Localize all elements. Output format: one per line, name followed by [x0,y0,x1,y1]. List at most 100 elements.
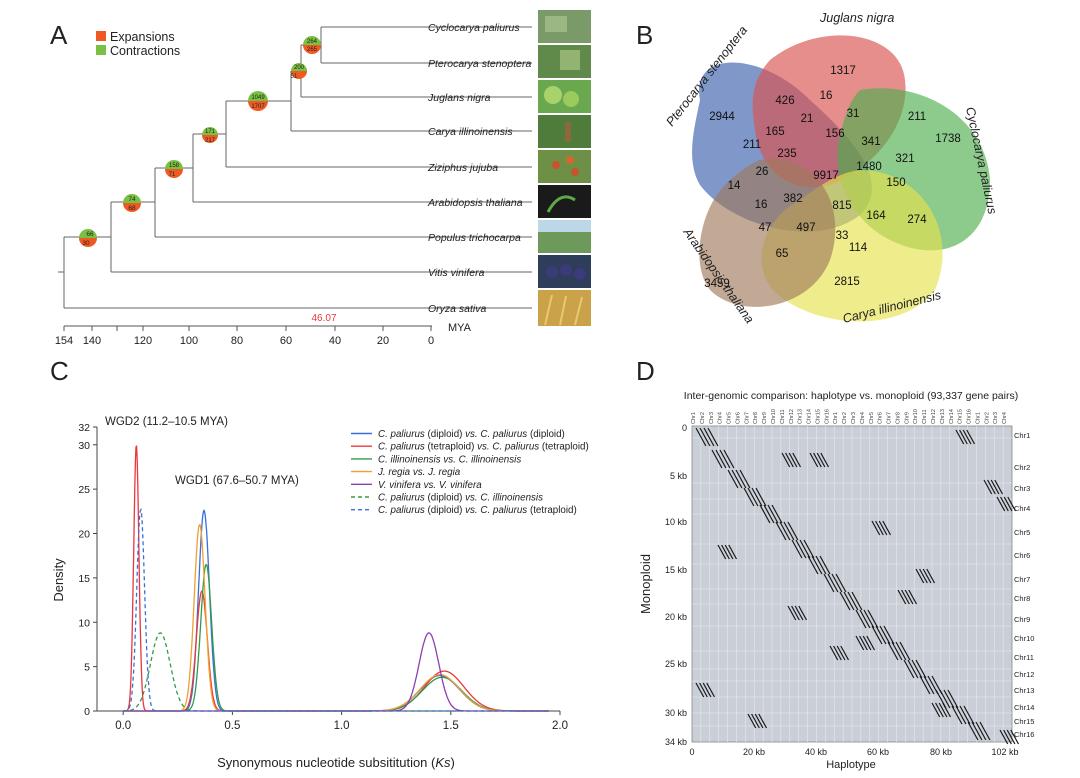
chr-label: Chr13 [1014,686,1034,695]
synteny-mark [706,682,716,698]
top-chr-label: Chr16 [824,409,830,424]
legend-entry: C. paliurus (diploid) vs. C. paliurus (d… [378,429,565,440]
chr-label: Chr14 [1014,703,1034,712]
node-pie-5: 158 71 [165,160,183,178]
synteny-mark [743,487,755,507]
synteny-mark [815,555,827,575]
d-x-tick: 0 [689,747,694,757]
d-y-tick: 5 kb [670,471,687,481]
svg-text:1707: 1707 [251,104,265,110]
synteny-mark [875,625,887,645]
synteny-mark [862,635,872,651]
panel-a-label: A [50,20,68,50]
synteny-mark [859,635,868,651]
axis-tick: 100 [180,335,198,347]
svg-text:68: 68 [128,205,136,212]
top-chr-label: Chr8 [753,412,759,424]
venn-count: 26 [756,166,769,178]
y-tick-label: 15 [78,573,90,585]
axis-tick: 40 [329,335,341,347]
panel-d-label: D [636,356,655,386]
d-y-tick: 15 kb [665,565,687,575]
synteny-mark [721,544,730,560]
x-tick-label: 0.5 [224,720,240,732]
venn-count: 164 [866,210,886,222]
d-x-tick: 102 kb [991,747,1018,757]
chart-legend: C. paliurus (diploid) vs. C. paliurus (d… [351,429,589,516]
d-x-label: Haplotype [826,759,876,771]
synteny-mark [878,520,888,536]
x-axis-label: Synonymous nucleotide subsititution (Ks) [217,755,455,770]
d-y-tick: 25 kb [665,659,687,669]
top-chr-label: Chr3 [993,412,999,424]
synteny-mark [962,429,972,445]
synteny-mark [731,469,743,489]
top-chr-labels: Chr1 Chr2 Chr3 Chr4 Chr5 Chr6 Chr7 Chr8 Chr9 Chr1… [691,409,1008,424]
top-chr-label: Chr4 [1002,412,1008,424]
axis-tick: 80 [231,335,243,347]
legend-contraction-swatch [96,45,106,55]
synteny-mark [938,702,948,718]
panel-c-label: C [50,356,69,386]
node-pie-7: 66 30 [79,229,97,247]
legend-expansion-swatch [96,31,106,41]
dotplot-grid [692,426,1012,742]
axis-unit: MYA [448,322,472,334]
species-label: Ziziphus jujuba [427,162,498,174]
y-tick-label: 25 [78,484,90,496]
y-tick-label: 30 [78,440,90,452]
synteny-mark [723,449,735,469]
top-chr-label: Chr1 [691,412,697,424]
synteny-mark [851,591,863,611]
node-pie-6: 74 68 [123,194,141,212]
top-chr-label: Chr14 [949,409,955,424]
synteny-mark [813,452,822,468]
synteny-mark [963,705,975,725]
synteny-mark [915,659,927,679]
svg-text:74: 74 [128,196,136,203]
axis-tick: 0 [428,335,434,347]
legend-entry: C. paliurus (diploid) vs. C. illinoinens… [378,493,543,504]
synteny-mark [783,521,795,541]
d-x-tick: 80 kb [930,747,952,757]
synteny-mark [779,521,791,541]
synteny-mark [807,555,819,575]
legend-entry: C. illinoinensis vs. C. illinoinensis [378,454,521,465]
synteny-mark [908,589,918,605]
synteny-mark [883,625,895,645]
ks-curves [123,444,550,712]
venn-count: 815 [832,200,851,212]
top-chr-label: Chr1 [833,412,839,424]
svg-text:158: 158 [169,163,180,169]
venn-count: 16 [820,90,833,102]
svg-text:217: 217 [205,138,216,144]
venn-count: 65 [776,248,789,260]
top-chr-label: Chr4 [860,412,866,424]
synteny-mark [903,659,915,679]
synteny-mark [843,591,855,611]
synteny-mark [775,521,787,541]
node-pie-4: 171 217 [202,127,218,144]
venn-count: 16 [755,199,768,211]
synteny-mark [866,635,876,651]
venn-count: 497 [796,222,815,234]
synteny-mark [751,487,763,507]
venn-count: 114 [849,242,868,254]
chr-label: Chr2 [1014,463,1030,472]
y-axis-ticks: 0 5 10 15 20 25 30 32 [78,422,97,718]
synteny-mark [695,682,705,698]
synteny-mark [919,675,931,695]
y-tick-label: 0 [84,706,90,718]
synteny-mark [926,568,936,584]
venn-count: 321 [895,153,914,165]
synteny-mark [702,682,712,698]
synteny-mark [703,427,715,447]
svg-text:66: 66 [86,231,94,238]
synteny-mark [785,452,794,468]
synteny-mark [820,452,830,468]
top-chr-label: Chr15 [815,409,821,424]
d-y-label: Monoploid [638,554,653,614]
synteny-mark [707,427,719,447]
synteny-mark [879,625,891,645]
y-tick-label: 32 [78,422,90,434]
